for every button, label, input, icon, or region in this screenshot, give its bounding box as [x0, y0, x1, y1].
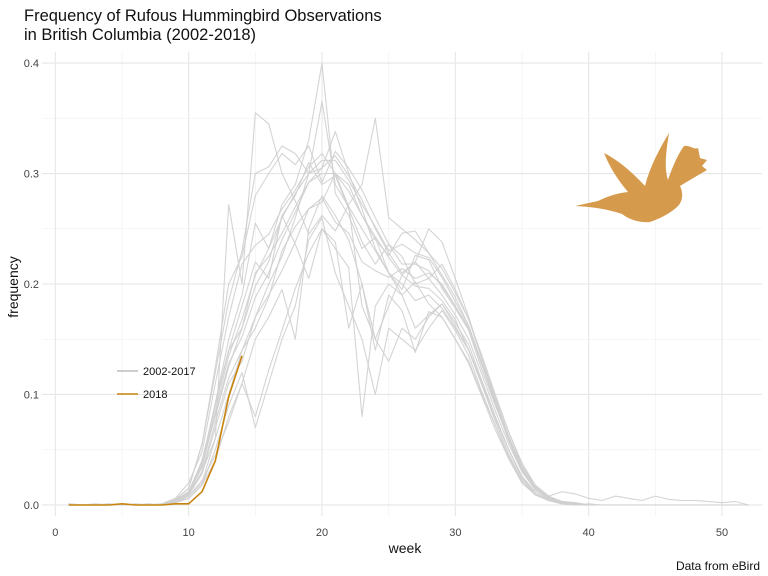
chart-title-line-2: in British Columbia (2002-2018) [24, 26, 256, 44]
x-tick-labels: 0 10 20 30 40 50 [52, 527, 728, 539]
current-series-lines [68, 355, 243, 506]
x-tick-label: 0 [52, 527, 58, 539]
x-axis-label: week [388, 540, 423, 556]
x-tick-label: 40 [583, 527, 595, 539]
y-tick-label: 0.3 [24, 169, 39, 181]
chart-title-line-1: Frequency of Rufous Hummingbird Observat… [24, 7, 382, 25]
historical-series-lines [68, 62, 749, 506]
caption: Data from eBird [676, 559, 760, 573]
x-tick-label: 20 [316, 527, 328, 539]
y-tick-label: 0.0 [24, 500, 39, 512]
series-line-historical-16 [68, 159, 749, 506]
y-tick-labels: 0.0 0.1 0.2 0.3 0.4 [24, 58, 39, 512]
x-tick-label: 30 [449, 527, 461, 539]
x-tick-label: 50 [716, 527, 728, 539]
legend: 2002-2017 2018 [117, 366, 196, 401]
legend-label-historical: 2002-2017 [143, 366, 196, 378]
y-tick-label: 0.4 [24, 58, 39, 70]
hummingbird-silhouette [575, 133, 707, 223]
y-axis-label: frequency [5, 256, 21, 317]
y-tick-label: 0.2 [24, 279, 39, 291]
hummingbird-icon [575, 133, 707, 223]
series-line-2018 [68, 355, 243, 506]
y-tick-label: 0.1 [24, 389, 39, 401]
x-tick-label: 10 [183, 527, 195, 539]
legend-label-current: 2018 [143, 389, 167, 401]
